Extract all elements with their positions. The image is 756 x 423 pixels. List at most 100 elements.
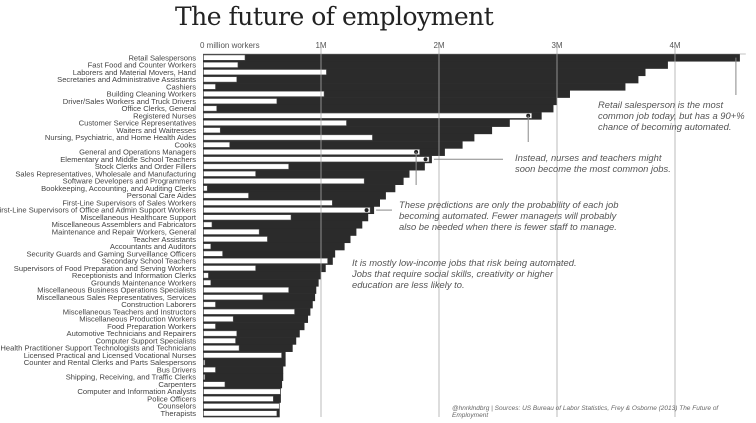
bar-inner [203,76,237,83]
bar-total [203,242,345,251]
category-label: Office Clerks, General [121,104,196,113]
bar-total [203,279,319,287]
bar-inner [203,83,216,90]
bar-inner [203,221,213,228]
category-label: Stock Clerks and Order Fillers [95,162,196,171]
category-label: Licensed Practical and Licensed Vocation… [24,351,196,360]
bar-inner [203,149,420,155]
category-label: Miscellaneous Teachers and Instructors [63,307,196,316]
bar-total [203,358,286,367]
category-label: Carpenters [158,380,196,389]
bar-inner [203,62,239,68]
bar-total [203,366,284,374]
bar-inner [203,374,206,380]
category-label: Cashiers [166,82,196,91]
bar-inner [203,141,230,148]
category-label: Miscellaneous Production Workers [79,315,196,324]
bar-total [203,373,284,381]
bar-inner [203,54,246,61]
category-label: Counter and Rental Clerks and Parts Sale… [24,358,196,367]
bar-total [203,380,283,389]
tick-label: 2M [433,41,444,50]
category-label: Cooks [174,140,196,149]
bar-inner [203,381,226,388]
category-label: Police Officers [147,394,196,403]
bar-inner [203,337,236,344]
bar-inner [203,359,206,366]
bar-inner [203,316,234,322]
bar-total [203,337,297,345]
bar-inner [203,199,333,206]
category-label: Building Cleaning Workers [107,90,197,99]
category-label: Personal Care Aides [127,191,196,200]
bar-inner [203,345,240,351]
chart-title: The future of employment [175,2,494,31]
bar-inner [203,308,295,315]
category-label: Receptionists and Information Clerks [72,271,196,280]
category-label: Automotive Technicians and Repairers [67,329,197,338]
category-label: First-Line Supervisors of Office and Adm… [0,206,196,215]
category-label: Retail Salespersons [128,53,196,62]
category-label: Shipping, Receiving, and Traffic Clerks [66,373,196,382]
bar-inner [203,323,216,330]
bar-total [203,228,357,236]
category-label: Health Practitioner Support Technologist… [0,344,196,353]
category-label: Security Guards and Gaming Surveillance … [26,249,196,258]
bar-total [203,322,305,331]
category-label: Bus Drivers [157,365,196,374]
bar-inner [203,228,260,235]
bar-inner [203,112,532,119]
tick-label: 4M [669,41,680,50]
category-label: General and Operations Managers [79,148,196,157]
bar-inner [203,185,208,192]
highlight-dot [423,157,428,162]
bar-total [203,90,570,98]
bar-total [203,191,386,200]
bar-inner [203,330,237,337]
bar-total [203,329,300,338]
bar-total [203,220,363,229]
category-label: Supervisors of Food Preparation and Serv… [14,264,196,273]
annotation-retail: Retail salesperson is the most common jo… [598,99,745,132]
bar-inner [203,250,223,257]
category-label: Miscellaneous Sales Representatives, Ser… [36,293,196,302]
category-label: Registered Nurses [133,111,196,120]
bar-total [203,250,336,258]
category-label: Bookkeeping, Accounting, and Auditing Cl… [41,184,196,193]
bar-total [203,344,293,352]
bar-inner [203,403,280,409]
category-label: Grounds Maintenance Workers [91,278,196,287]
bar-total [203,54,740,62]
bar-inner [203,352,282,359]
category-label: Fast Food and Counter Workers [88,61,197,70]
bar-inner [203,170,256,177]
highlight-dot [239,55,244,60]
bar-total [203,300,313,309]
bar-inner [203,105,217,112]
bar-inner [203,91,325,97]
tick-label: 3M [551,41,562,50]
bar-total [203,75,639,84]
bar-total [203,170,410,178]
category-label: Secondary School Teachers [102,257,197,266]
footer-source: @hnrklndbrg | Sources: US Bureau of Labo… [452,405,719,419]
bar-inner [203,207,371,213]
bar-inner [203,258,328,264]
bar-total [203,264,326,273]
category-label: Therapists [161,409,197,418]
bar-total [203,97,557,106]
category-label: Miscellaneous Assemblers and Fabricators [52,220,197,229]
bar-inner [203,127,221,134]
bar-inner [203,243,212,250]
bar-inner [203,98,278,105]
category-label: Elementary and Middle School Teachers [60,155,196,164]
bar-total [203,141,463,149]
tick-label: 1M [315,41,326,50]
bar-total [203,61,668,69]
bar-inner [203,272,209,279]
category-label: Computer Support Specialists [96,336,197,345]
bar-total [203,271,321,280]
bar-inner [203,156,430,163]
category-label: Driver/Sales Workers and Truck Drivers [63,97,196,106]
bar-total [203,235,351,244]
